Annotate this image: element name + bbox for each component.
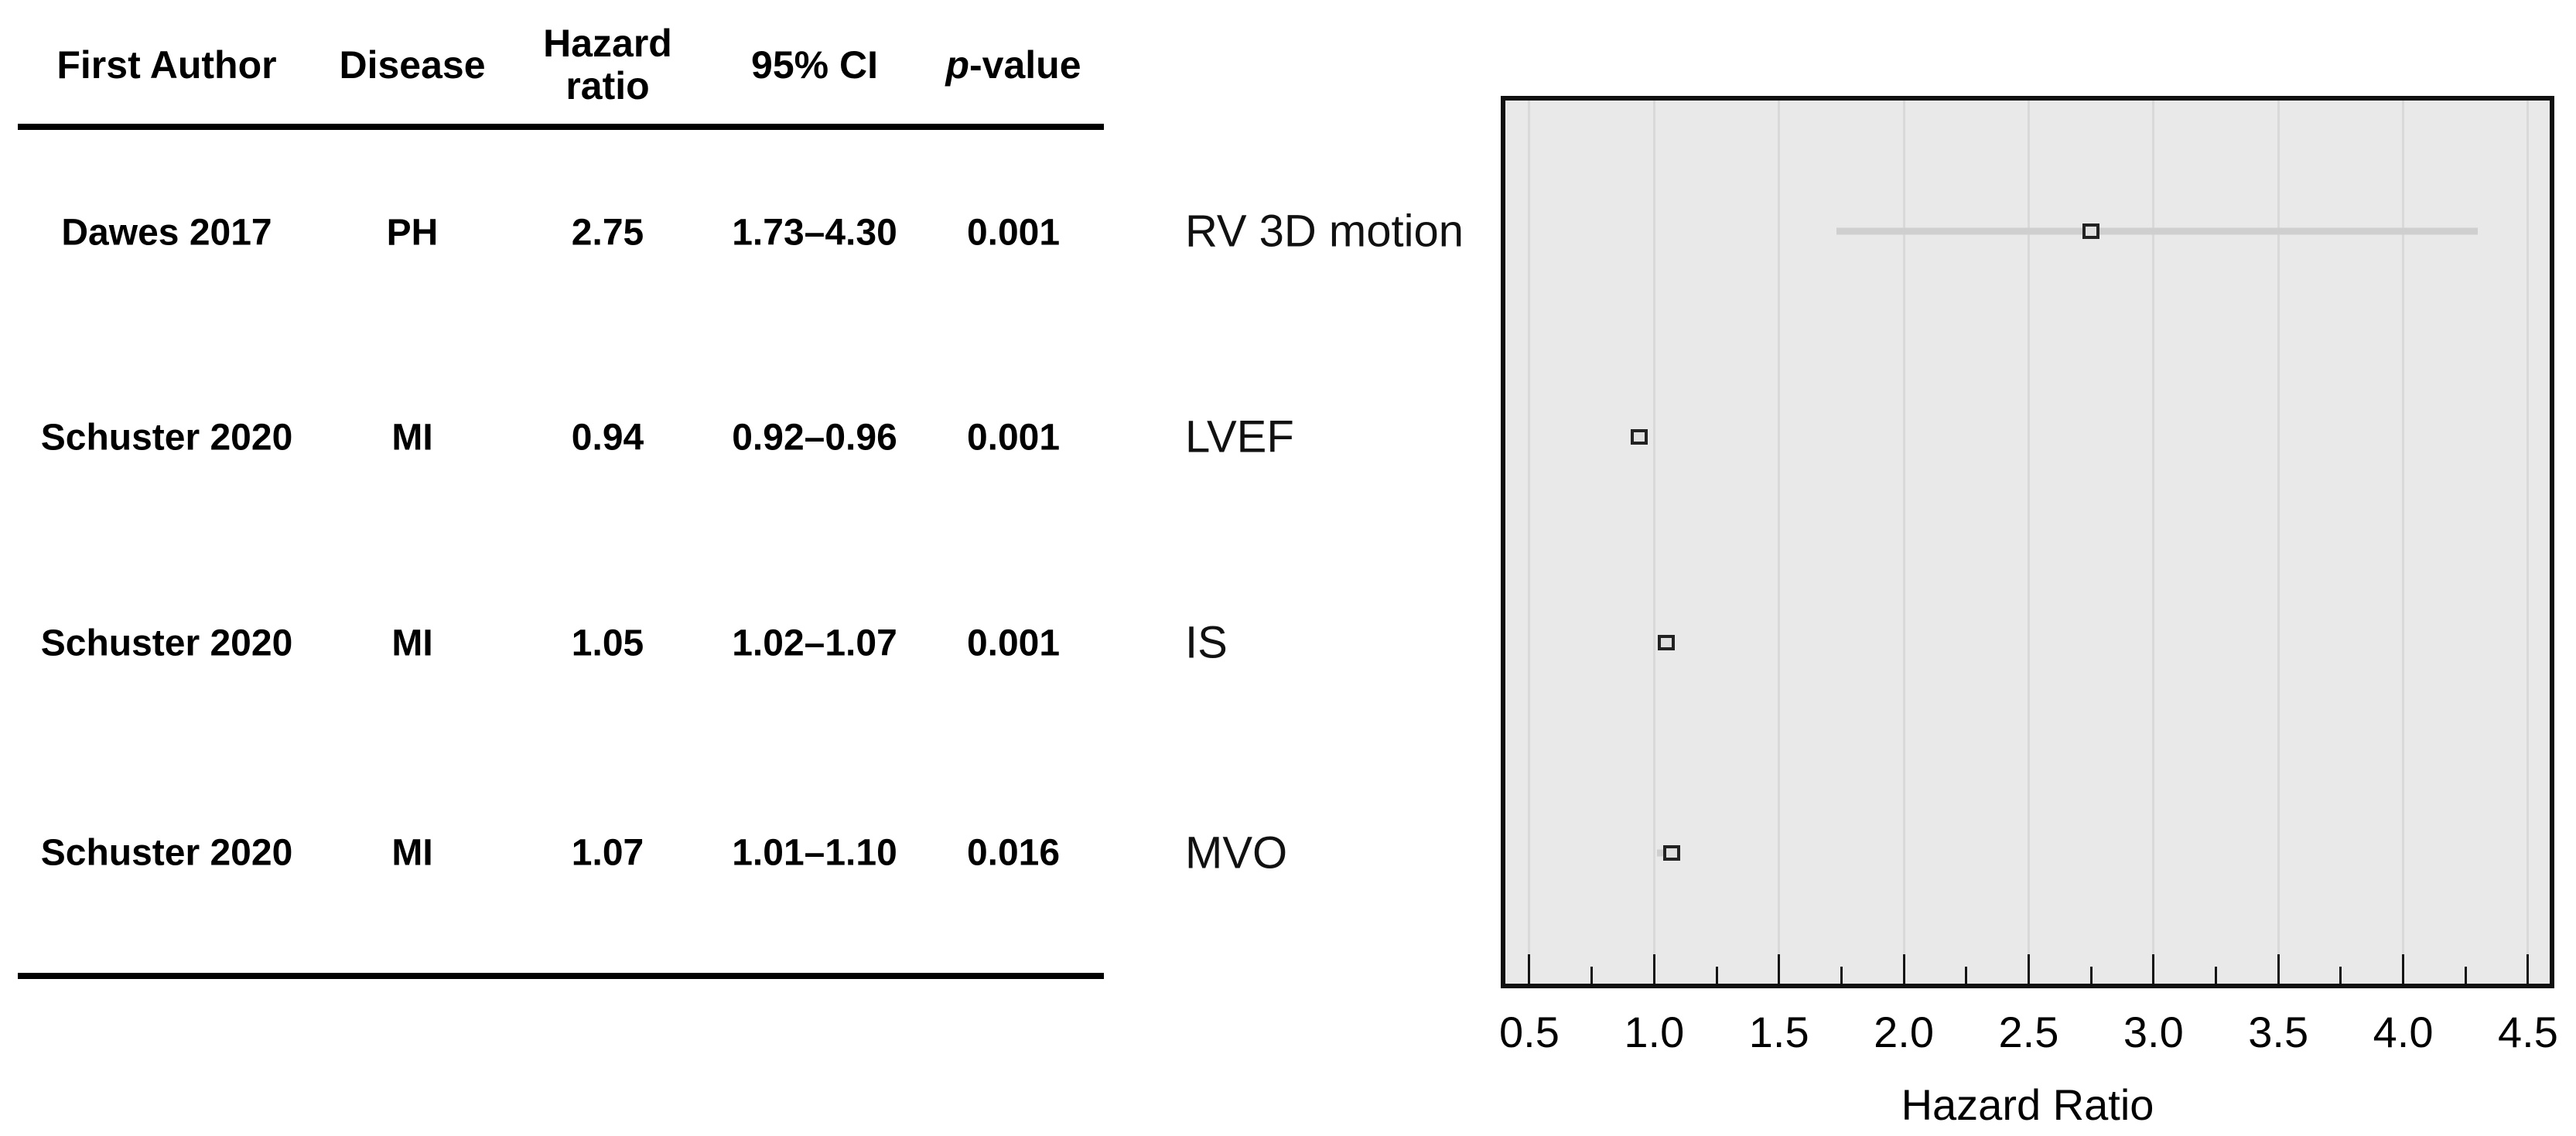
x-axis-minor-tick [2339, 967, 2342, 984]
cell-first-author: Schuster 2020 [40, 832, 293, 874]
cell-p-value: 0.001 [966, 212, 1061, 254]
cell-disease: MI [391, 623, 433, 664]
header-95-ci: 95% CI [751, 43, 878, 87]
x-axis-minor-tick [1840, 967, 1843, 984]
hr-marker [1658, 635, 1676, 651]
x-axis-minor-tick [1965, 967, 1968, 984]
table-row: Schuster 2020 MI 0.94 0.92–0.96 0.001 [18, 417, 1104, 459]
x-axis-major-tick [1902, 954, 1905, 984]
cell-p-value: 0.001 [966, 623, 1061, 664]
x-tick-label: 2.0 [1874, 1008, 1935, 1056]
x-axis-major-tick [1778, 954, 1781, 984]
x-tick-label: 2.5 [1998, 1008, 2059, 1056]
cell-ci: 1.73–4.30 [732, 212, 897, 254]
x-axis-minor-tick [1590, 967, 1594, 984]
header-hazard-ratio: Hazard ratio [543, 22, 672, 107]
header-p-italic: p [945, 43, 970, 87]
x-axis-minor-tick [2089, 967, 2093, 984]
cell-p-value: 0.016 [966, 832, 1061, 874]
x-tick-label: 4.5 [2497, 1008, 2558, 1056]
gridline [2402, 101, 2405, 984]
gridline [1778, 101, 1781, 984]
row-label: IS [1185, 617, 1228, 668]
header-first-author: First Author [56, 43, 277, 87]
x-tick-label: 1.0 [1624, 1008, 1685, 1056]
x-axis-minor-tick [1715, 967, 1718, 984]
x-tick-label: 1.5 [1748, 1008, 1809, 1056]
gridline [1652, 101, 1655, 984]
gridline [2027, 101, 2030, 984]
header-p-value: p-value [923, 43, 1104, 87]
x-tick-label: 3.0 [2123, 1008, 2184, 1056]
x-tick-label: 0.5 [1499, 1008, 1560, 1056]
row-label: RV 3D motion [1185, 206, 1464, 257]
x-axis-major-tick [2152, 954, 2155, 984]
table-row: Schuster 2020 MI 1.07 1.01–1.10 0.016 [18, 832, 1104, 875]
plot-area [1501, 96, 2554, 988]
row-label: MVO [1185, 827, 1288, 878]
x-axis-minor-tick [2464, 967, 2467, 984]
cell-hazard-ratio: 1.07 [571, 832, 644, 874]
cell-ci: 0.92–0.96 [732, 417, 897, 459]
x-axis-major-tick [2027, 954, 2030, 984]
hr-marker [1662, 844, 1680, 861]
x-axis-major-tick [1652, 954, 1655, 984]
x-tick-label: 4.0 [2373, 1008, 2434, 1056]
header-p-rest: -value [969, 43, 1081, 87]
hr-marker [1630, 429, 1648, 445]
x-axis-major-tick [2402, 954, 2405, 984]
table-row: Dawes 2017 PH 2.75 1.73–4.30 0.001 [18, 212, 1104, 254]
gridline [2526, 101, 2530, 984]
cell-p-value: 0.001 [966, 417, 1061, 459]
cell-hazard-ratio: 2.75 [571, 212, 644, 254]
x-axis-major-tick [1528, 954, 1531, 984]
row-label: LVEF [1185, 411, 1294, 462]
cell-disease: PH [386, 212, 439, 254]
gridline [1528, 101, 1531, 984]
cell-first-author: Schuster 2020 [40, 623, 293, 664]
table-bottom-rule [18, 973, 1104, 979]
cell-ci: 1.01–1.10 [732, 832, 897, 874]
table-row: Schuster 2020 MI 1.05 1.02–1.07 0.001 [18, 623, 1104, 665]
cell-first-author: Schuster 2020 [40, 417, 293, 459]
header-disease: Disease [339, 43, 486, 87]
cell-hazard-ratio: 0.94 [571, 417, 644, 459]
cell-hazard-ratio: 1.05 [571, 623, 644, 664]
x-axis-major-tick [2277, 954, 2280, 984]
table-header-row: First Author Disease Hazard ratio 95% CI… [18, 6, 1104, 130]
hr-marker [2082, 223, 2100, 240]
x-tick-label: 3.5 [2248, 1008, 2309, 1056]
x-axis-minor-tick [2215, 967, 2217, 984]
cell-first-author: Dawes 2017 [61, 212, 272, 254]
x-axis-major-tick [2526, 954, 2530, 984]
ci-line [1836, 227, 2479, 235]
x-axis-label: Hazard Ratio [1901, 1080, 2154, 1129]
cell-ci: 1.02–1.07 [732, 623, 897, 664]
gridline [2152, 101, 2155, 984]
gridline [2277, 101, 2280, 984]
gridline [1902, 101, 1905, 984]
cell-disease: MI [391, 832, 433, 874]
cell-disease: MI [391, 417, 433, 459]
